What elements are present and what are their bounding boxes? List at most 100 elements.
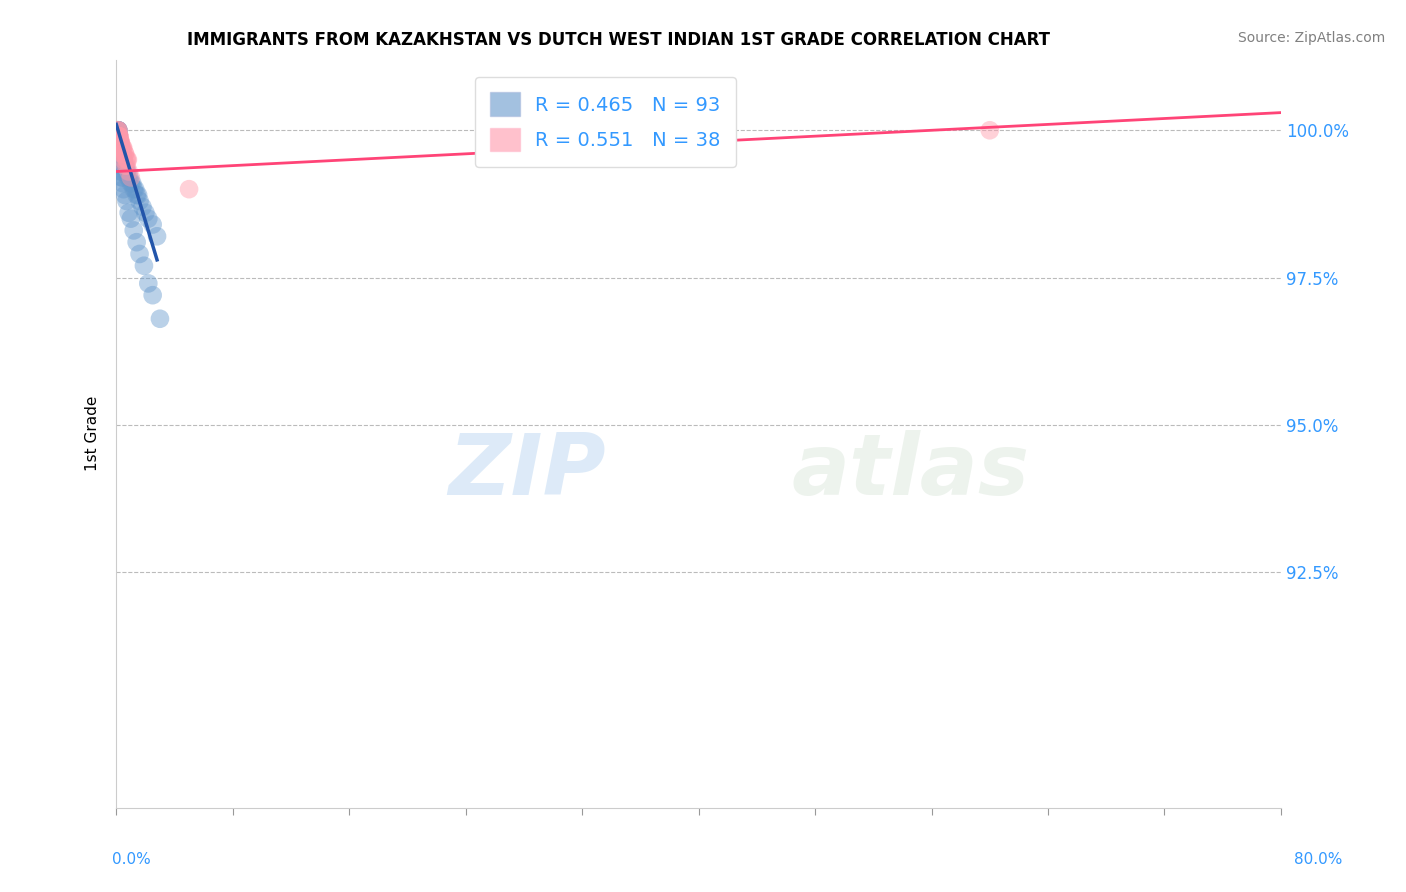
Point <box>108 135 131 149</box>
Point <box>112 159 135 173</box>
Point <box>108 135 131 149</box>
Point <box>115 153 138 167</box>
Point <box>142 288 165 302</box>
Point <box>107 123 129 137</box>
Point <box>108 135 131 149</box>
Point <box>122 223 145 237</box>
Point <box>110 141 132 155</box>
Point <box>107 146 129 161</box>
Point <box>107 129 129 144</box>
Point <box>110 159 132 173</box>
Point <box>114 164 136 178</box>
Point <box>112 153 135 167</box>
Point <box>108 135 131 149</box>
Point <box>114 159 136 173</box>
Text: Source: ZipAtlas.com: Source: ZipAtlas.com <box>1237 31 1385 45</box>
Point <box>110 146 132 161</box>
Point <box>107 129 129 144</box>
Point <box>112 146 135 161</box>
Point <box>108 141 131 155</box>
Point <box>110 141 132 155</box>
Point <box>107 129 129 144</box>
Point <box>107 123 129 137</box>
Point <box>132 259 155 273</box>
Point <box>107 141 129 155</box>
Y-axis label: 1st Grade: 1st Grade <box>86 396 100 471</box>
Point <box>107 123 129 137</box>
Point <box>110 141 132 155</box>
Point <box>108 153 131 167</box>
Point <box>127 188 149 202</box>
Point <box>110 135 132 149</box>
Point <box>111 153 134 167</box>
Point <box>107 129 129 144</box>
Point <box>112 159 135 173</box>
Point <box>110 135 132 149</box>
Point <box>110 164 132 178</box>
Point <box>107 129 129 144</box>
Point <box>107 123 129 137</box>
Point <box>112 153 135 167</box>
Point <box>115 153 138 167</box>
Text: atlas: atlas <box>792 430 1031 513</box>
Point <box>108 135 131 149</box>
Point <box>177 182 200 196</box>
Point <box>117 205 139 219</box>
Point <box>108 135 131 149</box>
Text: 0.0%: 0.0% <box>112 852 152 867</box>
Text: 80.0%: 80.0% <box>1295 852 1343 867</box>
Point <box>108 129 131 144</box>
Legend: R = 0.465   N = 93, R = 0.551   N = 38: R = 0.465 N = 93, R = 0.551 N = 38 <box>475 77 737 167</box>
Point <box>108 135 131 149</box>
Point <box>110 135 132 149</box>
Point <box>115 164 138 178</box>
Point <box>108 129 131 144</box>
Point <box>108 153 131 167</box>
Point <box>120 170 142 185</box>
Point <box>125 188 148 202</box>
Point <box>111 153 134 167</box>
Point <box>114 188 136 202</box>
Point <box>110 141 132 155</box>
Point <box>121 176 143 190</box>
Point <box>125 235 148 250</box>
Point <box>108 135 131 149</box>
Point <box>107 129 129 144</box>
Point <box>107 123 129 137</box>
Point <box>122 182 145 196</box>
Point <box>107 129 129 144</box>
Point <box>136 277 159 291</box>
Point <box>107 129 129 144</box>
Point <box>117 164 139 178</box>
Point <box>115 194 138 208</box>
Point <box>108 159 131 173</box>
Point <box>111 141 134 155</box>
Point <box>111 170 134 185</box>
Point <box>115 164 138 178</box>
Point <box>107 135 129 149</box>
Point <box>110 146 132 161</box>
Point <box>107 123 129 137</box>
Point <box>111 176 134 190</box>
Point <box>110 170 132 185</box>
Point <box>111 146 134 161</box>
Point <box>108 129 131 144</box>
Point <box>108 129 131 144</box>
Text: IMMIGRANTS FROM KAZAKHSTAN VS DUTCH WEST INDIAN 1ST GRADE CORRELATION CHART: IMMIGRANTS FROM KAZAKHSTAN VS DUTCH WEST… <box>187 31 1050 49</box>
Point <box>979 123 1001 137</box>
Point <box>107 123 129 137</box>
Point <box>108 129 131 144</box>
Point <box>110 164 132 178</box>
Point <box>108 141 131 155</box>
Point <box>108 141 131 155</box>
Point <box>146 229 169 244</box>
Point <box>108 146 131 161</box>
Point <box>149 311 172 326</box>
Point <box>128 194 150 208</box>
Point <box>108 141 131 155</box>
Point <box>114 159 136 173</box>
Point <box>124 182 146 196</box>
Point <box>108 141 131 155</box>
Point <box>107 123 129 137</box>
Point <box>107 123 129 137</box>
